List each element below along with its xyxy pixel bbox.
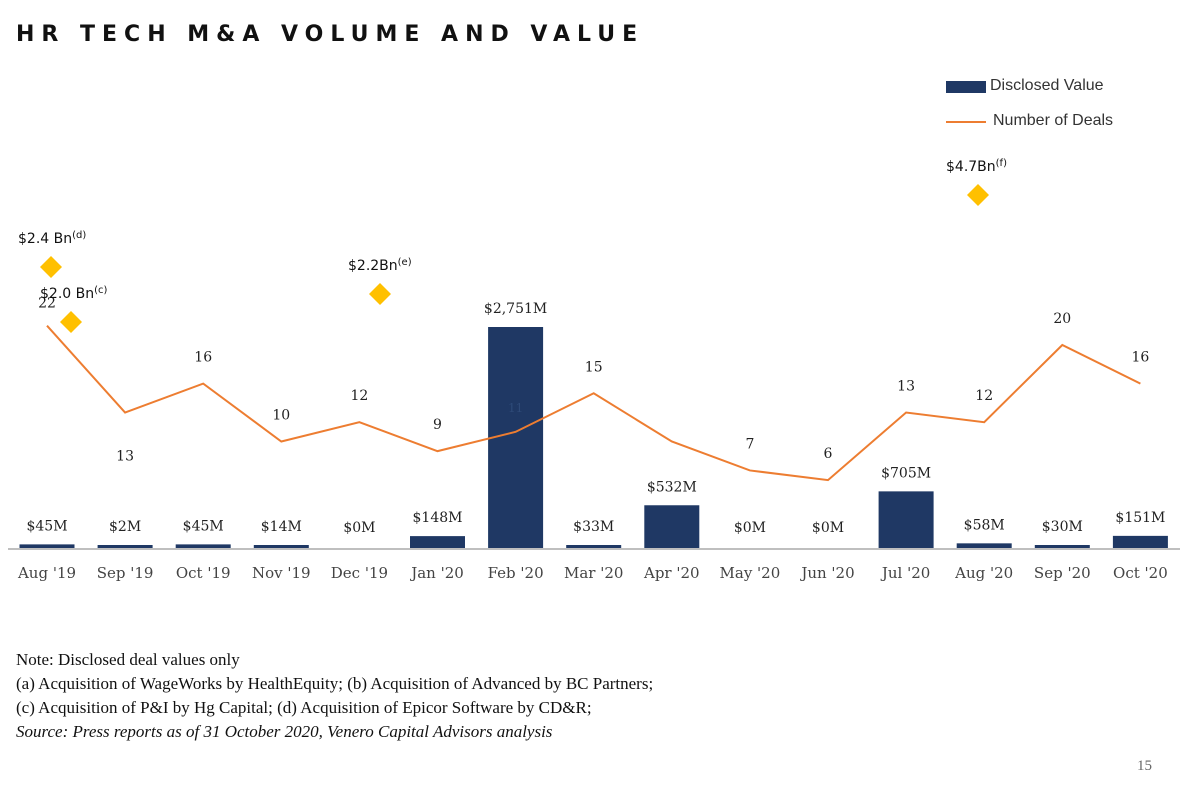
deal-count-label: 12 <box>350 388 368 404</box>
bar-disclosed-value <box>488 327 544 548</box>
bar-value-label: $705M <box>881 465 931 481</box>
bar-value-label: $58M <box>964 517 1005 533</box>
x-tick-label: Jun '20 <box>799 564 854 582</box>
annotation-label: $2.2Bn(e) <box>348 257 412 274</box>
legend-swatch-disclosed-value <box>946 81 986 93</box>
bar-disclosed-value <box>644 505 700 548</box>
x-tick-label: Oct '20 <box>1113 564 1168 582</box>
x-tick-label: Jan '20 <box>409 564 464 582</box>
valuation-marker-icon <box>40 256 62 278</box>
deal-count-label: 13 <box>897 379 915 395</box>
bar-value-label: $0M <box>343 520 375 536</box>
deal-count-label: 15 <box>585 359 603 375</box>
line-number-of-deals <box>46 325 1141 482</box>
annotation-label: $2.0 Bn(c) <box>40 285 108 302</box>
deal-count-label: 11 <box>508 401 523 415</box>
x-tick-label: Sep '19 <box>97 564 154 582</box>
bar-disclosed-value <box>1034 545 1090 548</box>
x-tick-label: May '20 <box>720 564 781 582</box>
footnote-line: (c) Acquisition of P&I by Hg Capital; (d… <box>16 698 592 717</box>
source-note: Source: Press reports as of 31 October 2… <box>16 722 553 741</box>
valuation-marker-icon <box>369 283 391 305</box>
bar-value-label: $33M <box>573 519 614 535</box>
bar-value-label: $532M <box>647 479 697 495</box>
bar-value-label: $30M <box>1042 519 1083 535</box>
bar-disclosed-value <box>97 545 153 548</box>
bar-value-label: $14M <box>261 519 302 535</box>
deal-count-label: 13 <box>116 449 134 465</box>
x-tick-label: Aug '19 <box>17 564 76 582</box>
bar-value-label: $148M <box>413 510 463 526</box>
deal-count-label: 22 <box>38 296 56 312</box>
deal-count-label: 6 <box>824 446 833 462</box>
footnote-line: Note: Disclosed deal values only <box>16 650 240 669</box>
x-tick-label: Aug '20 <box>954 564 1013 582</box>
bar-disclosed-value <box>175 544 231 548</box>
x-tick-label: Oct '19 <box>176 564 231 582</box>
deal-count-label: 10 <box>272 408 290 424</box>
deal-count-label: 9 <box>433 417 442 433</box>
bar-disclosed-value <box>19 544 75 548</box>
bar-value-label: $45M <box>26 518 67 534</box>
bar-disclosed-value <box>1112 535 1168 548</box>
deal-count-label: 16 <box>1131 350 1149 366</box>
x-tick-label: Mar '20 <box>564 564 623 582</box>
x-tick-label: Jul '20 <box>880 564 930 582</box>
annotation-label: $2.4 Bn(d) <box>18 230 86 247</box>
deal-count-label: 16 <box>194 350 212 366</box>
annotation-label: $4.7Bn(f) <box>946 158 1007 175</box>
page-title: HR TECH M&A VOLUME AND VALUE <box>16 22 645 47</box>
bar-disclosed-value <box>566 545 622 548</box>
deal-count-label: 7 <box>745 436 754 452</box>
bar-disclosed-value <box>878 491 934 548</box>
legend-label-number-of-deals: Number of Deals <box>993 112 1114 129</box>
bar-value-label: $151M <box>1115 510 1165 526</box>
bar-value-label: $2,751M <box>484 301 547 317</box>
bar-disclosed-value <box>253 545 309 548</box>
bar-disclosed-value <box>956 543 1012 548</box>
bar-value-label: $2M <box>109 519 141 535</box>
valuation-marker-icon <box>60 311 82 333</box>
x-tick-label: Nov '19 <box>252 564 311 582</box>
bar-disclosed-value <box>410 536 465 548</box>
footnotes: Note: Disclosed deal values only (a) Acq… <box>16 648 653 744</box>
x-tick-label: Dec '19 <box>331 564 388 582</box>
page-number: 15 <box>1137 758 1152 774</box>
chart: $45M $2M $45M $14M $0M $148M $2,751M $33M $532M $… <box>8 158 1180 582</box>
x-tick-label: Apr '20 <box>643 564 700 582</box>
legend-swatch-number-of-deals <box>946 121 986 123</box>
legend-label-disclosed-value: Disclosed Value <box>990 77 1104 94</box>
x-tick-label: Sep '20 <box>1034 564 1091 582</box>
bar-value-label: $0M <box>734 520 766 536</box>
valuation-marker-icon <box>967 184 989 206</box>
bar-value-label: $0M <box>812 520 844 536</box>
deal-count-label: 12 <box>975 388 993 404</box>
bar-value-label: $45M <box>183 518 224 534</box>
footnote-line: (a) Acquisition of WageWorks by HealthEq… <box>16 674 654 693</box>
deal-count-label: 20 <box>1053 311 1071 327</box>
x-tick-label: Feb '20 <box>488 564 544 582</box>
